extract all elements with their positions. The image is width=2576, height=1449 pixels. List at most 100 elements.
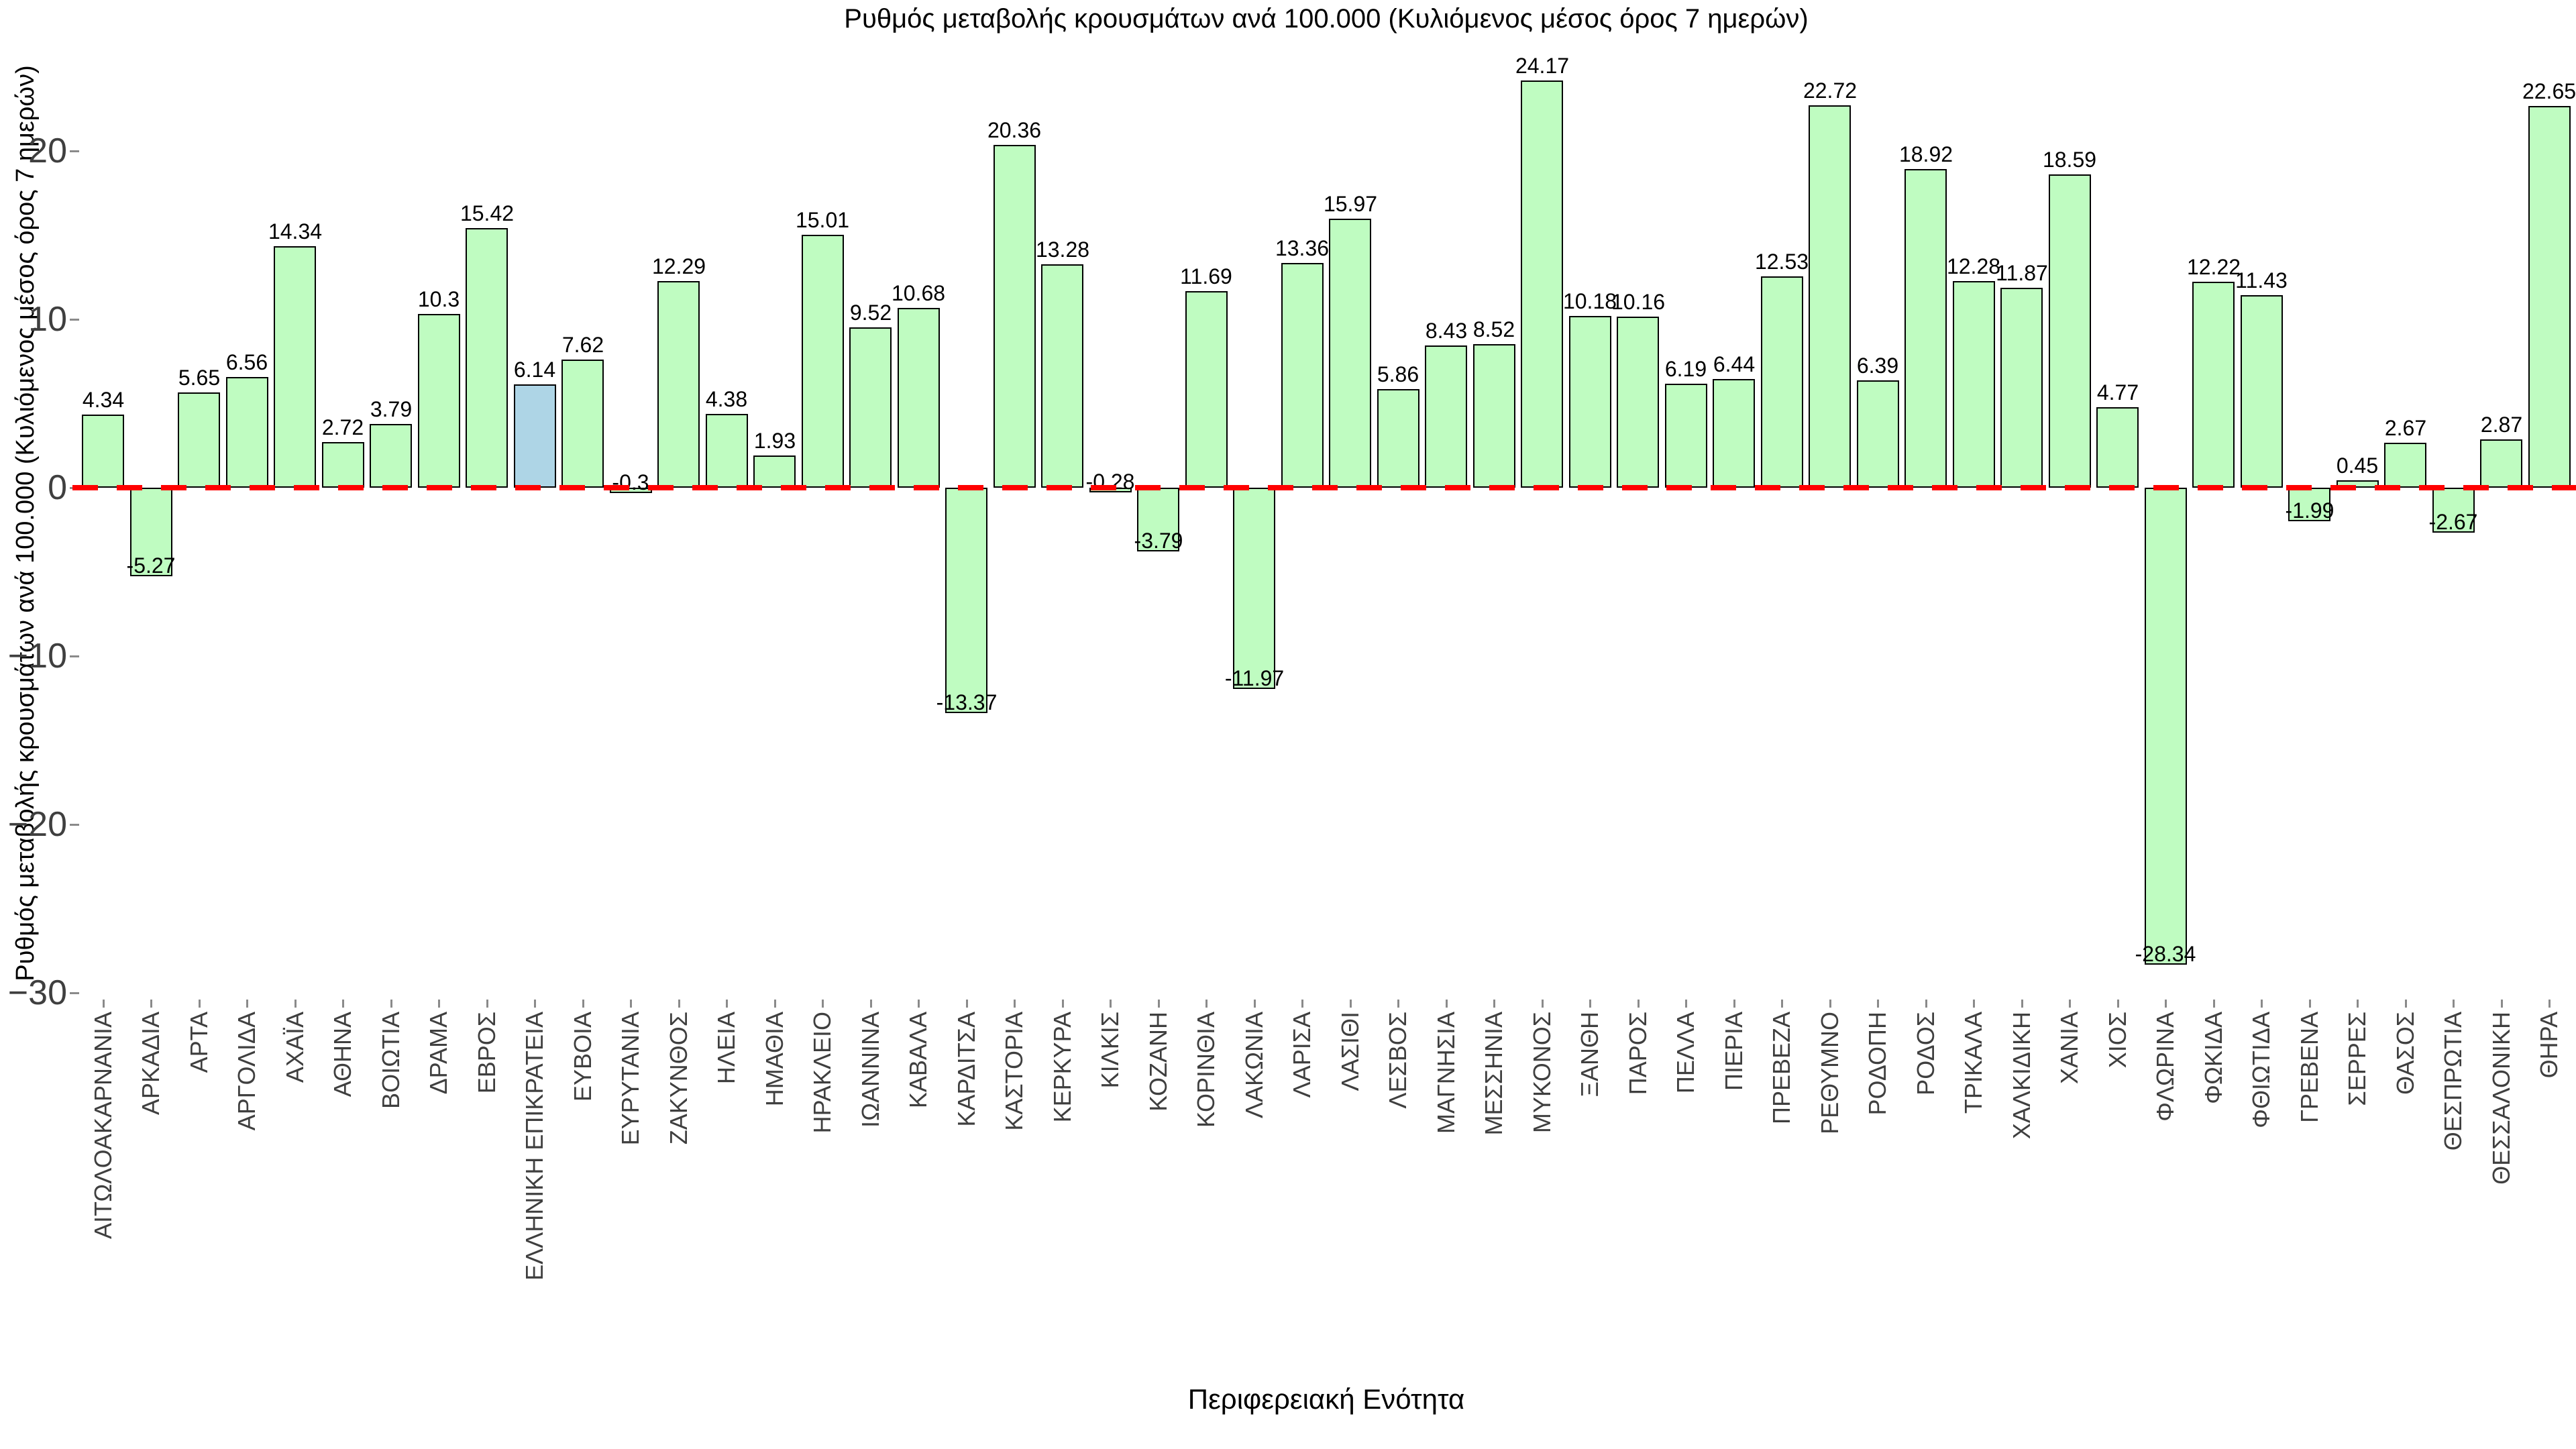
bar-value-label: -5.27 [126,553,176,578]
x-category-label: ΡΕΘΥΜΝΟ [1816,1012,1843,1134]
bar-value-label: 6.44 [1713,352,1756,376]
bar-value-label: 15.42 [460,201,515,225]
x-tick-mark [1110,1000,1112,1008]
y-tick-mark [70,319,79,321]
bar-value-label: 13.36 [1275,236,1330,260]
bar-value-label: 4.38 [705,387,748,411]
x-category-label: ΠΕΛΛΑ [1672,1012,1699,1094]
x-tick-mark [918,1000,920,1008]
bar [1521,80,1563,488]
x-tick-mark [1542,1000,1544,1008]
x-tick-mark [1781,1000,1783,1008]
x-tick-mark [150,1000,152,1008]
x-category-label: ΑΡΓΟΛΙΔΑ [233,1012,260,1131]
bar-value-label: 13.28 [1035,237,1090,262]
x-tick-mark [1638,1000,1640,1008]
bar-value-label: -1.99 [2285,498,2334,523]
bar [802,235,844,488]
bar [322,442,364,488]
bar [1569,316,1611,488]
x-category-label: ΕΥΒΟΙΑ [569,1012,596,1102]
bar-value-label: 5.65 [178,366,221,390]
bar-value-label: -28.34 [2135,942,2196,966]
chart-title: Ρυθμός μεταβολής κρουσμάτων ανά 100.000 … [844,4,1809,34]
bar-value-label: 22.72 [1803,78,1858,103]
x-tick-mark [1014,1000,1016,1008]
x-category-label: ΑΘΗΝΑ [329,1012,356,1097]
zero-reference-line [72,485,2576,490]
x-category-label: ΜΑΓΝΗΣΙΑ [1432,1012,1460,1134]
x-category-label: ΠΙΕΡΙΑ [1720,1012,1748,1091]
y-tick-label: 10 [28,300,67,339]
x-tick-mark [2165,1000,2167,1008]
bar [1329,219,1371,488]
x-tick-mark [2069,1000,2071,1008]
x-category-label: ΑΙΤΩΛΟΑΚΑΡΝΑΝΙΑ [89,1012,117,1239]
bar-value-label: 4.77 [2096,380,2139,405]
bar [2096,407,2139,488]
bar [2384,443,2426,488]
bar-value-label: 6.56 [225,350,268,374]
x-category-label: ΚΑΒΑΛΑ [904,1012,932,1109]
bar-value-label: 8.52 [1472,317,1515,341]
x-category-label: ΗΡΑΚΛΕΙΟ [808,1012,836,1134]
x-tick-mark [1973,1000,1975,1008]
x-tick-mark [103,1000,105,1008]
x-tick-mark [1350,1000,1352,1008]
bar-value-label: 10.68 [891,281,946,305]
x-category-label: ΚΑΣΤΟΡΙΑ [1000,1012,1028,1131]
x-category-label: ΛΑΚΩΝΙΑ [1240,1012,1268,1118]
bar [1233,488,1275,689]
x-category-label: ΘΗΡΑ [2535,1012,2563,1079]
y-tick-mark [70,824,79,826]
bar [1185,291,1228,488]
x-category-label: ΚΙΛΚΙΣ [1096,1012,1124,1089]
bar [82,415,124,488]
bar-value-label: 12.28 [1946,254,2001,278]
bar [1904,169,1947,488]
bar-value-label: 9.52 [849,301,892,325]
bar-value-label: 6.14 [513,358,556,382]
x-category-label: ΙΩΑΝΝΙΝΑ [857,1012,884,1128]
bar-value-label: -13.37 [936,690,998,714]
y-axis-title: Ρυθμός μεταβολής κρουσμάτων ανά 100.000 … [11,65,40,981]
x-tick-mark [1685,1000,1687,1008]
bar [2288,488,2330,521]
x-category-label: ΠΑΡΟΣ [1624,1012,1652,1095]
y-tick-mark [70,655,79,657]
x-category-label: ΛΑΣΙΘΙ [1336,1012,1364,1091]
x-tick-mark [1301,1000,1303,1008]
x-tick-mark [390,1000,392,1008]
x-tick-mark [1254,1000,1256,1008]
x-tick-mark [2548,1000,2551,1008]
bar [1809,105,1851,488]
x-tick-mark [2501,1000,2503,1008]
x-category-label: ΓΡΕΒΕΝΑ [2296,1012,2323,1123]
bar [370,424,412,488]
x-axis-title: Περιφερειακή Ενότητα [1187,1383,1465,1415]
x-category-label: ΘΕΣΠΡΩΤΙΑ [2439,1012,2467,1151]
bar-value-label: 12.53 [1754,250,1809,274]
bar-value-label: 1.93 [753,429,796,453]
bar-value-label: 22.65 [2522,79,2576,103]
bar-value-label: 6.19 [1664,357,1707,381]
bar-value-label: 8.43 [1425,319,1468,343]
x-category-label: ΔΡΑΜΑ [425,1012,452,1095]
x-tick-mark [774,1000,776,1008]
bar [753,455,796,488]
bar-value-label: 10.16 [1611,290,1666,314]
y-tick-mark [70,992,79,994]
x-tick-mark [726,1000,728,1008]
bar-value-label: -3.79 [1134,529,1183,553]
x-category-label: ΛΕΣΒΟΣ [1384,1012,1411,1109]
x-tick-mark [438,1000,440,1008]
bar-value-label: 14.34 [268,219,323,244]
x-tick-mark [1205,1000,1208,1008]
bar [2528,106,2571,488]
bar-value-label: 20.36 [987,118,1042,142]
bar-value-label: 24.17 [1515,54,1570,78]
x-category-label: ΑΧΑΪΑ [281,1012,309,1083]
x-category-label: ΚΟΡΙΝΘΙΑ [1192,1012,1220,1128]
x-category-label: ΕΛΛΗΝΙΚΗ ΕΠΙΚΡΑΤΕΙΑ [521,1012,548,1281]
bar-value-label: 18.59 [2042,148,2097,172]
